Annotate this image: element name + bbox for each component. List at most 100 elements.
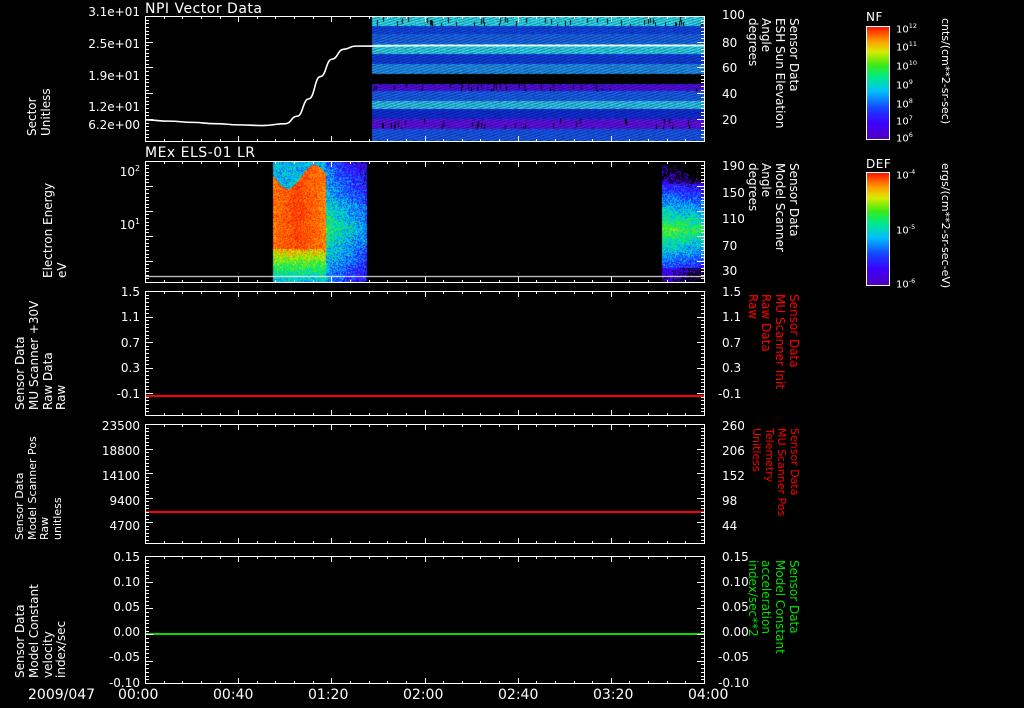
- els-right-ytick-1: 150: [722, 187, 745, 199]
- npi-right-axis-title: Sensor Data ESH Sun Elevation Angle degr…: [745, 18, 800, 128]
- constant-trace: [146, 633, 704, 635]
- mc-left-axis-title-line-3: index/sec: [55, 584, 69, 678]
- els-right-axis-title-line-2: Angle: [759, 163, 773, 252]
- s30-right-axis-title-line-0: Sensor Data: [786, 294, 800, 389]
- mc-right-axis-title-line-2: acceleration: [759, 560, 773, 654]
- npi-right-ytick-4: 20: [722, 114, 737, 126]
- xaxis-date: 2009/047: [28, 688, 95, 702]
- colorbar-nf-tick-4: 108: [896, 97, 913, 110]
- colorbar-nf: [866, 26, 890, 140]
- npi-right-axis-title-line-0: Sensor Data: [786, 18, 800, 128]
- panel-title-els: MEx ELS-01 LR: [145, 145, 256, 161]
- mc-ytick-2: 0.05: [80, 601, 140, 613]
- npi-right-ytick-0: 100: [722, 9, 745, 21]
- sun-elevation-curve: [146, 17, 704, 141]
- els-right-axis-title-line-3: degrees: [745, 163, 759, 252]
- s30-ytick-0: 1.5: [95, 286, 140, 298]
- npi-ytick-1: 2.5e+01: [60, 38, 140, 50]
- els-ytick-0-text: 10: [120, 165, 135, 179]
- els-ytick-1-text: 10: [120, 218, 135, 232]
- colorbar-nf-tick-1: 1011: [896, 40, 917, 53]
- spos-right-ytick-2: 152: [722, 470, 745, 482]
- s30-ytick-4: -0.1: [90, 388, 140, 400]
- s30-right-axis-title-line-2: Raw Data: [759, 294, 773, 389]
- els-right-ytick-3: 70: [722, 240, 737, 252]
- npi-right-axis-title-line-3: degrees: [745, 18, 759, 128]
- els-right-ytick-0: 190: [722, 160, 745, 172]
- spos-right-ytick-1: 206: [722, 445, 745, 457]
- npi-ytick-0: 3.1e+01: [60, 6, 140, 18]
- mc-left-axis-title-line-0: Sensor Data: [14, 584, 28, 678]
- els-spectrogram: [146, 162, 704, 282]
- colorbar-def-tick-1: 10-5: [896, 223, 915, 236]
- mc-right-axis-title-line-0: Sensor Data: [786, 560, 800, 654]
- panel-scannerpos-plot: [145, 424, 705, 544]
- npi-left-axis-title-line-1: Unitless: [40, 88, 54, 136]
- s30-left-axis-title-line-0: Sensor Data: [14, 301, 28, 410]
- mc-left-axis-title: Sensor Data Model Constant velocity inde…: [14, 584, 69, 678]
- s30-right-ytick-1: 1.1: [722, 311, 741, 323]
- colorbar-def: [866, 172, 890, 286]
- s30-right-ytick-0: 1.5: [722, 286, 741, 298]
- s30-left-axis-title-line-2: Raw Data: [42, 301, 56, 410]
- npi-right-ytick-3: 40: [722, 88, 737, 100]
- xaxis-tick-1: 00:40: [213, 688, 253, 702]
- colorbar-def-tick-2: 10-6: [896, 277, 915, 290]
- npi-right-ytick-2: 60: [722, 62, 737, 74]
- mc-ytick-3: 0.00: [80, 626, 140, 638]
- xaxis-tick-3: 02:00: [403, 688, 443, 702]
- s30-ytick-1: 1.1: [95, 311, 140, 323]
- xaxis-tick-2: 01:20: [308, 688, 348, 702]
- colorbar-def-tick-0: 10-4: [896, 168, 915, 181]
- colorbar-def-title: DEF: [866, 157, 891, 171]
- npi-left-axis-title: Sector Unitless: [26, 88, 54, 136]
- spos-ytick-4: 4700: [68, 520, 140, 532]
- spos-right-axis-title-line-1: MU Scanner Pos: [775, 428, 788, 516]
- npi-ytick-4: 6.2e+00: [60, 119, 140, 131]
- colorbar-nf-units: cnts/(cm**2-sr-sec): [939, 18, 952, 124]
- spos-right-axis-title-line-0: Sensor Data: [787, 428, 800, 516]
- colorbar-nf-tick-3: 109: [896, 78, 913, 91]
- els-right-axis-title-line-0: Sensor Data: [786, 163, 800, 252]
- els-left-axis-title-line-0: Electron Energy: [42, 183, 56, 278]
- s30-right-ytick-4: -0.1: [718, 388, 741, 400]
- els-right-ytick-2: 110: [722, 213, 745, 225]
- colorbar-nf-tick-5: 107: [896, 114, 913, 127]
- spos-ytick-1: 18800: [68, 445, 140, 457]
- xaxis-tick-4: 02:40: [498, 688, 538, 702]
- els-right-axis-title-line-1: Model Scanner: [772, 163, 786, 252]
- plot-canvas: NPI Vector Data 3.1e+01 2.5e+01 1.9e+01 …: [0, 0, 1024, 708]
- panel-els-plot: [145, 161, 705, 283]
- spos-ytick-3: 9400: [68, 495, 140, 507]
- s30-left-axis-title-line-1: MU Scanner +30V: [28, 301, 42, 410]
- s30-left-axis-title: Sensor Data MU Scanner +30V Raw Data Raw: [14, 301, 69, 410]
- colorbar-def-units: ergs/(cm**2-sr-sec-eV): [939, 163, 952, 288]
- s30-right-axis-title-line-3: Raw: [745, 294, 759, 389]
- npi-right-axis-title-line-1: ESH Sun Elevation: [772, 18, 786, 128]
- mc-right-axis-title-line-3: index/sec**2: [745, 560, 759, 654]
- colorbar-nf-tick-6: 106: [896, 131, 913, 144]
- npi-ytick-3: 1.2e+01: [60, 101, 140, 113]
- npi-right-axis-title-line-2: Angle: [759, 18, 773, 128]
- spos-right-ytick-0: 260: [722, 420, 745, 432]
- s30-right-ytick-3: 0.3: [722, 362, 741, 374]
- scanner30v-trace: [146, 395, 704, 397]
- els-right-ytick-4: 30: [722, 265, 737, 277]
- panel-constant-plot: [145, 556, 705, 684]
- els-left-axis-title: Electron Energy eV: [42, 183, 70, 278]
- colorbar-nf-title: NF: [866, 10, 883, 24]
- spos-left-axis-title-line-0: Sensor Data: [14, 436, 27, 540]
- colorbar-nf-tick-2: 1010: [896, 59, 917, 72]
- s30-right-axis-title: Sensor Data MU Scanner Init Raw Data Raw: [745, 294, 800, 389]
- spos-right-ytick-3: 98: [722, 495, 737, 507]
- mc-left-axis-title-line-2: velocity: [42, 584, 56, 678]
- s30-right-axis-title-line-1: MU Scanner Init: [772, 294, 786, 389]
- npi-ytick-2: 1.9e+01: [60, 70, 140, 82]
- scannerpos-trace: [146, 511, 704, 513]
- mc-right-axis-title-line-1: Model Constant: [772, 560, 786, 654]
- els-right-axis-title: Sensor Data Model Scanner Angle degrees: [745, 163, 800, 252]
- npi-left-axis-title-line-0: Sector: [26, 88, 40, 136]
- els-ytick-1: 101: [85, 218, 140, 231]
- s30-ytick-2: 0.7: [95, 337, 140, 349]
- s30-right-ytick-2: 0.7: [722, 337, 741, 349]
